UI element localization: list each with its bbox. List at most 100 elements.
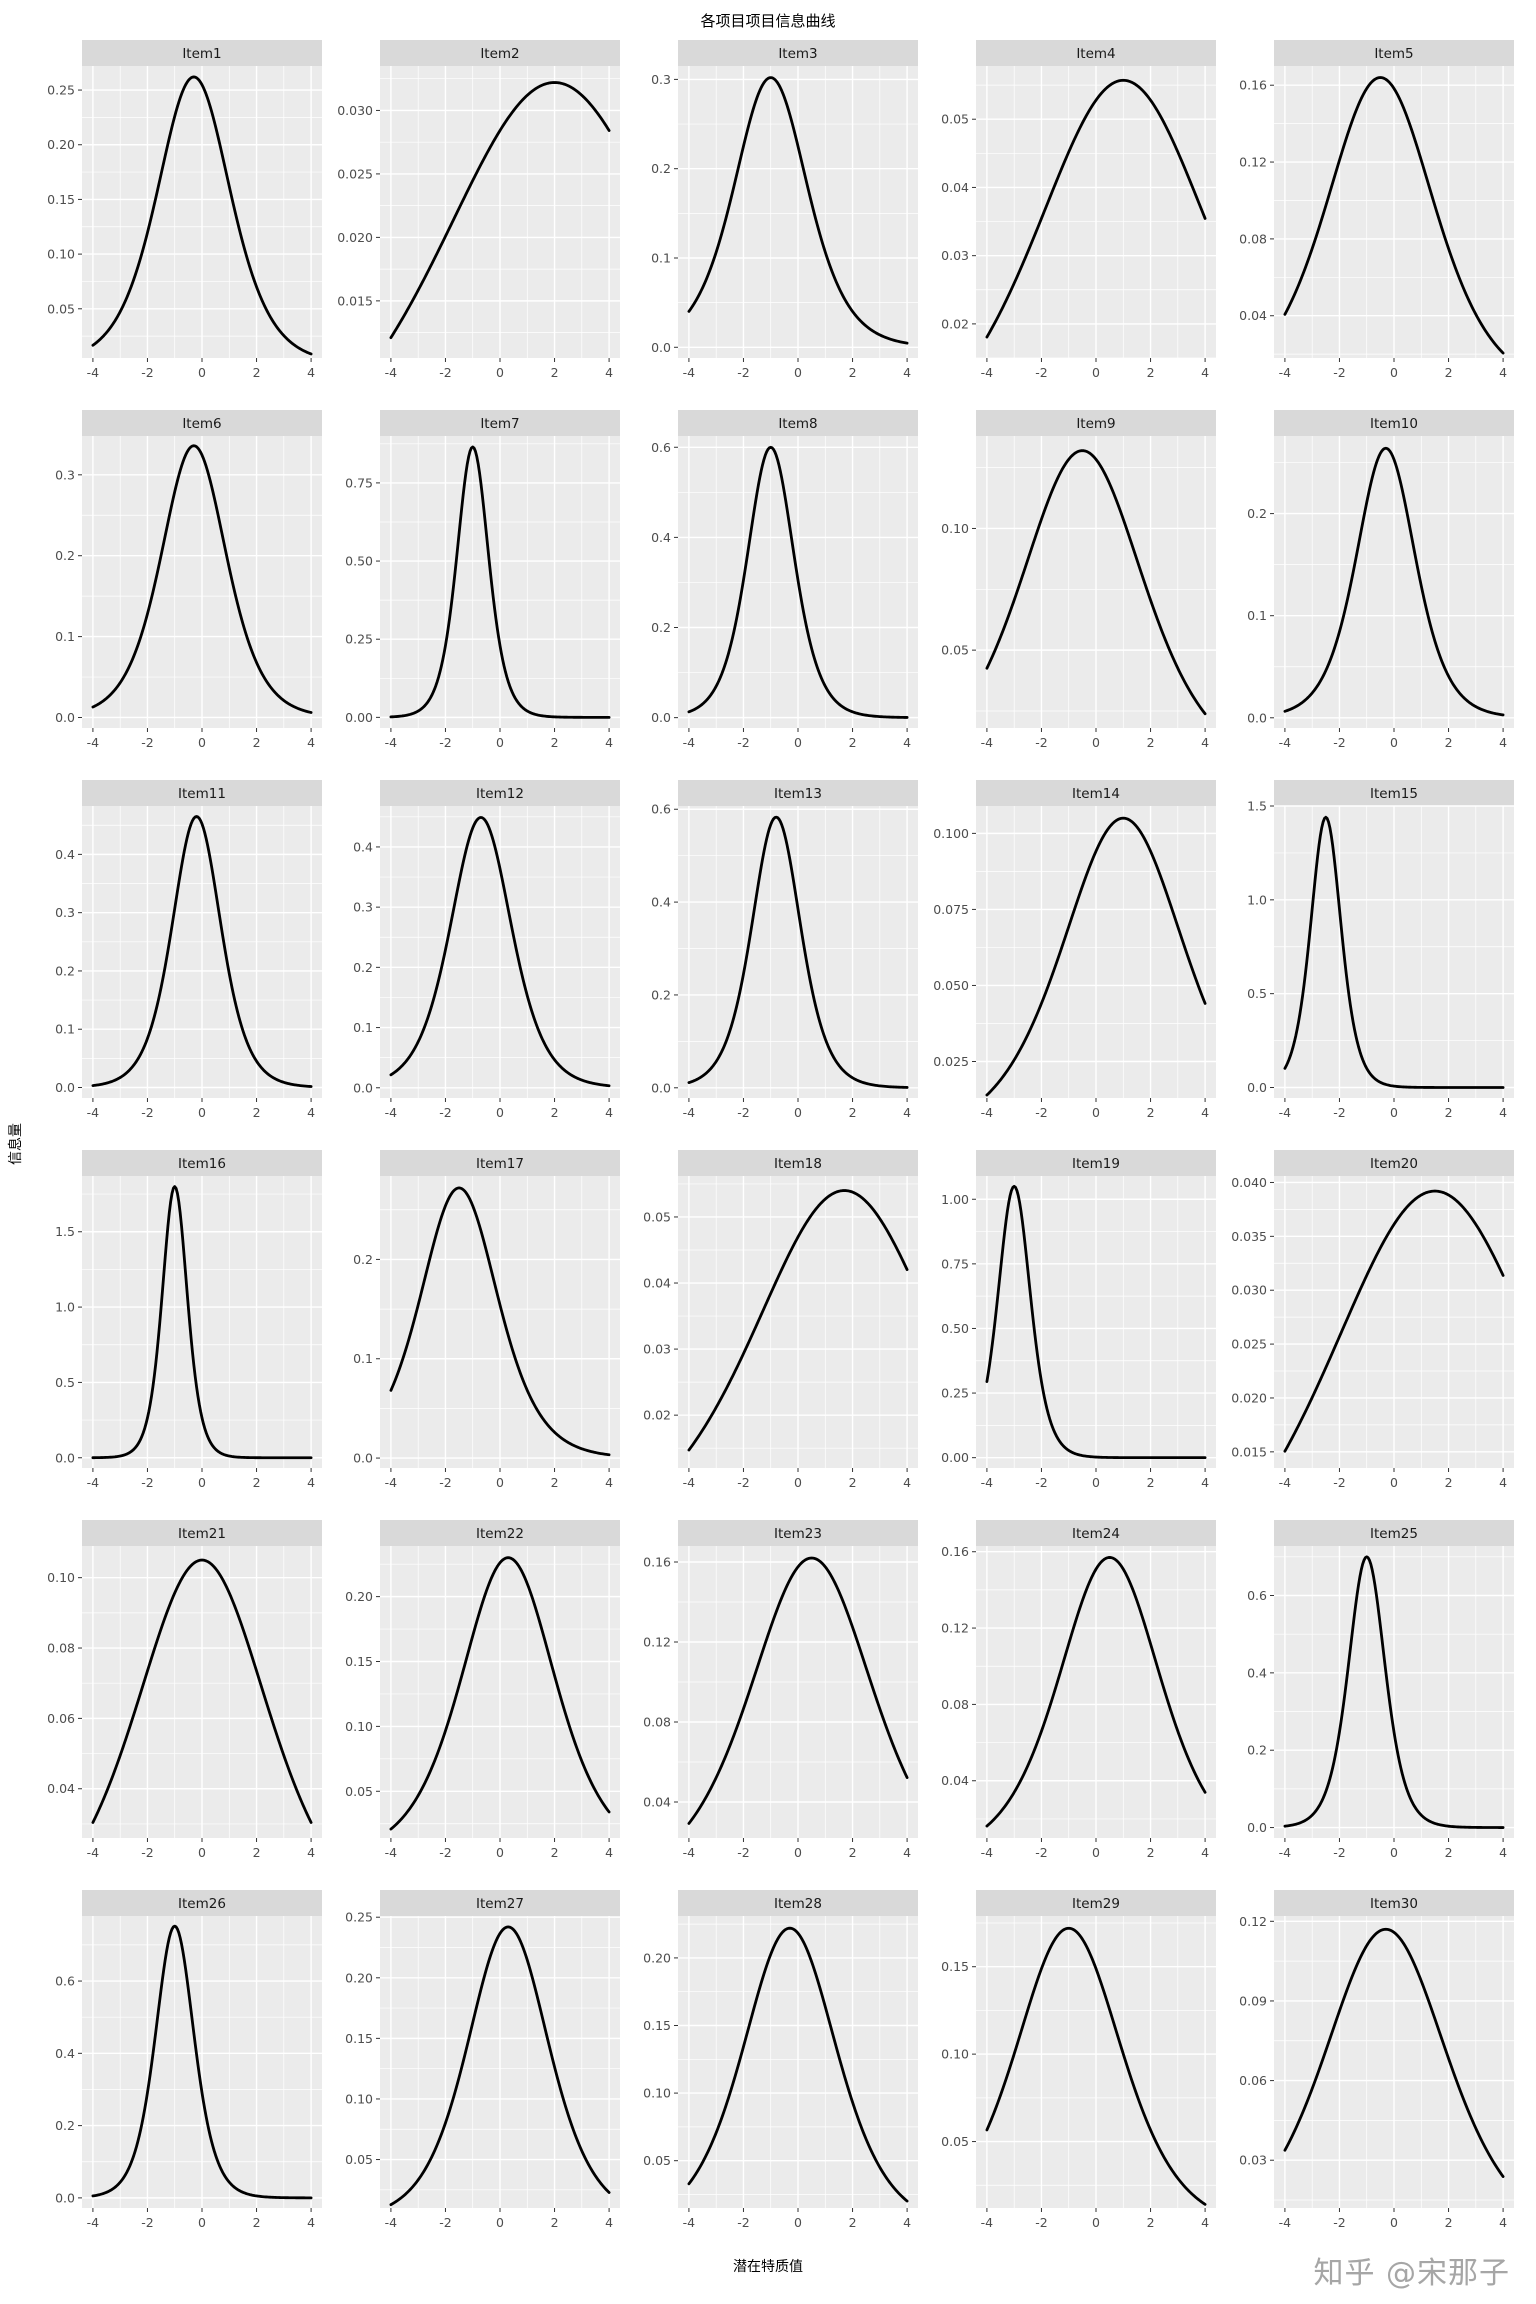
facet-item2: Item2 0.015 0.020 0.025 0.030 -4 -2 0 2 4 — [337, 40, 620, 380]
x-tick-label: 0 — [1092, 365, 1100, 380]
facet-item20: Item20 0.015 0.020 0.025 0.030 0.035 0.040 -4 -2… — [1231, 1150, 1514, 1490]
y-tick-label: 0.10 — [345, 2091, 373, 2106]
facet-strip — [1274, 1520, 1514, 1546]
x-tick-label: -4 — [981, 365, 994, 380]
x-tick-label: -2 — [439, 365, 451, 380]
y-tick-label: 0.0 — [55, 1080, 75, 1095]
x-tick-label: 2 — [551, 1105, 559, 1120]
x-tick-label: -4 — [87, 365, 100, 380]
y-tick-label: 0.0 — [1247, 710, 1267, 725]
facet-item18: Item18 0.02 0.03 0.04 0.05 -4 -2 0 2 4 — [643, 1150, 918, 1490]
x-tick-label: 4 — [307, 365, 315, 380]
facet-strip — [380, 780, 620, 806]
y-tick-label: 0.4 — [55, 847, 75, 862]
y-tick-label: 0.1 — [1247, 608, 1267, 623]
x-tick-label: -2 — [439, 1475, 451, 1490]
x-tick-label: -4 — [1279, 1105, 1292, 1120]
x-tick-label: 0 — [1390, 1845, 1398, 1860]
x-tick-label: -2 — [1333, 365, 1345, 380]
x-tick-label: 4 — [1499, 2215, 1507, 2230]
x-tick-label: 4 — [903, 1105, 911, 1120]
y-tick-label: 0.075 — [933, 902, 969, 917]
y-tick-label: 1.5 — [55, 1224, 75, 1239]
y-tick-label: 0.02 — [643, 1408, 671, 1423]
y-tick-label: 0.05 — [345, 1784, 373, 1799]
y-tick-label: 0.10 — [643, 2086, 671, 2101]
y-tick-label: 0.0 — [55, 1450, 75, 1465]
facet-strip — [976, 40, 1216, 66]
x-tick-label: 0 — [496, 1475, 504, 1490]
facet-item26: Item26 0.0 0.2 0.4 0.6 -4 -2 0 2 4 — [55, 1890, 322, 2230]
x-tick-label: 4 — [605, 1105, 613, 1120]
y-tick-label: 0.015 — [1231, 1444, 1267, 1459]
y-tick-label: 0.2 — [353, 1252, 373, 1267]
y-tick-label: 0.2 — [651, 620, 671, 635]
y-tick-label: 0.05 — [941, 2134, 969, 2149]
x-tick-label: 2 — [1147, 735, 1155, 750]
x-tick-label: 4 — [605, 2215, 613, 2230]
info-curve — [1283, 815, 1505, 1089]
y-tick-label: 0.25 — [345, 1910, 373, 1925]
facet-item7: Item7 0.00 0.25 0.50 0.75 -4 -2 0 2 4 — [345, 410, 620, 750]
x-tick-label: -2 — [1035, 1845, 1047, 1860]
facet-strip — [678, 1890, 918, 1916]
facet-strip-label: Item27 — [476, 1896, 524, 1912]
x-tick-label: 2 — [253, 1105, 261, 1120]
y-tick-label: 0.2 — [1247, 1743, 1267, 1758]
y-axis-label-wrap: 信息量 — [0, 34, 30, 2254]
facet-strip — [1274, 1890, 1514, 1916]
y-tick-label: 0.1 — [55, 629, 75, 644]
x-tick-label: 2 — [849, 735, 857, 750]
x-tick-label: 4 — [1201, 1475, 1209, 1490]
facet-item21: Item21 0.04 0.06 0.08 0.10 -4 -2 0 2 4 — [47, 1520, 322, 1860]
facet-item8: Item8 0.0 0.2 0.4 0.6 -4 -2 0 2 4 — [651, 410, 918, 750]
facet-item5: Item5 0.04 0.08 0.12 0.16 -4 -2 0 2 4 — [1239, 40, 1514, 380]
y-tick-label: 0.08 — [941, 1697, 969, 1712]
watermark: 知乎 @宋那子 — [1313, 2256, 1510, 2291]
y-tick-label: 0.4 — [651, 895, 671, 910]
info-curve — [985, 1184, 1207, 1460]
x-tick-label: 2 — [1147, 2215, 1155, 2230]
info-curve — [687, 76, 909, 345]
x-tick-label: -4 — [87, 735, 100, 750]
x-tick-label: 4 — [1499, 1845, 1507, 1860]
y-tick-label: 0.015 — [337, 293, 373, 308]
y-tick-label: 0.05 — [345, 2152, 373, 2167]
facet-item19: Item19 0.00 0.25 0.50 0.75 1.00 -4 -2 0 2 4 — [941, 1150, 1216, 1490]
y-tick-label: 0.00 — [941, 1450, 969, 1465]
x-tick-label: 0 — [794, 365, 802, 380]
x-tick-label: 4 — [307, 735, 315, 750]
x-tick-label: -2 — [1035, 365, 1047, 380]
facet-strip — [82, 1890, 322, 1916]
y-tick-label: 0.2 — [55, 548, 75, 563]
x-tick-label: -4 — [87, 1475, 100, 1490]
info-curve — [1283, 446, 1505, 717]
y-tick-label: 0.08 — [643, 1715, 671, 1730]
x-tick-label: 2 — [1445, 1845, 1453, 1860]
y-tick-label: 0.04 — [941, 180, 969, 195]
y-tick-label: 0.10 — [941, 521, 969, 536]
y-tick-label: 0.6 — [651, 440, 671, 455]
facet-strip — [380, 1520, 620, 1546]
y-tick-label: 0.030 — [337, 103, 373, 118]
facet-strip-label: Item24 — [1072, 1526, 1120, 1542]
facet-item29: Item29 0.05 0.10 0.15 -4 -2 0 2 4 — [941, 1890, 1216, 2230]
y-tick-label: 0.03 — [643, 1342, 671, 1357]
info-curve — [687, 1926, 909, 2203]
x-tick-label: 4 — [903, 2215, 911, 2230]
y-tick-label: 0.04 — [941, 1773, 969, 1788]
y-tick-label: 0.4 — [55, 2046, 75, 2061]
x-tick-label: 0 — [198, 735, 206, 750]
y-tick-label: 0.16 — [643, 1555, 671, 1570]
y-tick-label: 0.0 — [353, 1451, 373, 1466]
y-tick-label: 0.10 — [47, 247, 75, 262]
x-tick-label: 2 — [253, 735, 261, 750]
facet-strip-label: Item9 — [1076, 416, 1115, 432]
y-tick-label: 0.0 — [651, 340, 671, 355]
facet-item24: Item24 0.04 0.08 0.12 0.16 -4 -2 0 2 4 — [941, 1520, 1216, 1860]
x-tick-label: 0 — [198, 1845, 206, 1860]
y-tick-label: 0.50 — [941, 1321, 969, 1336]
info-curve — [985, 1556, 1207, 1828]
x-tick-label: 0 — [496, 1105, 504, 1120]
y-tick-label: 0.20 — [345, 1970, 373, 1985]
